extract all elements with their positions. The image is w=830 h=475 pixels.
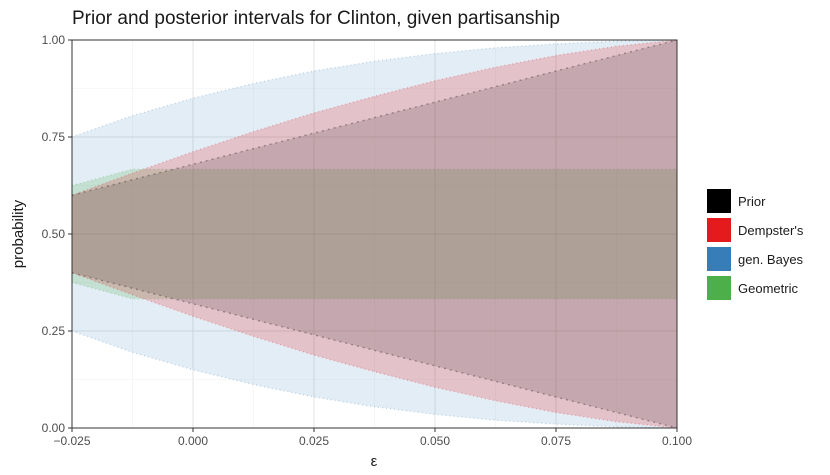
band-gen-bayes [72, 40, 677, 428]
y-axis-title: probability [10, 199, 27, 268]
legend-swatch-dempster-s [707, 218, 731, 242]
y-tick-label: 0.50 [42, 227, 66, 241]
x-tick-label: 0.050 [420, 434, 450, 448]
legend-swatch-prior [707, 189, 731, 213]
y-tick-label: 0.25 [42, 324, 66, 338]
legend-label-gen-bayes: gen. Bayes [738, 252, 804, 267]
band-prior-upper-edge [71, 39, 678, 196]
y-axis: 0.00 0.25 0.50 0.75 1.00 [42, 33, 72, 435]
band-gen-bayes-upper-edge [71, 39, 678, 138]
band-dempster-s-lower-edge [71, 272, 678, 429]
y-tick-label: 1.00 [42, 33, 66, 47]
band-prior-lower-edge [71, 272, 678, 429]
band-prior [72, 40, 677, 428]
chart-title: Prior and posterior intervals for Clinto… [72, 8, 560, 29]
band-geometric-lower-edge [71, 281, 677, 300]
y-tick-label: 0.75 [42, 130, 66, 144]
bands [71, 39, 678, 429]
x-axis: −0.025 0.000 0.025 0.050 0.075 0.100 [53, 428, 692, 448]
legend: Prior Dempster's gen. Bayes Geometric [707, 189, 804, 300]
legend-label-geometric: Geometric [738, 281, 798, 296]
y-tick-label: 0.00 [42, 421, 66, 435]
x-tick-label: 0.000 [178, 434, 208, 448]
band-gen-bayes-lower-edge [71, 330, 678, 429]
legend-swatch-geometric [707, 276, 731, 300]
band-geometric [72, 169, 677, 299]
x-axis-title: ε [371, 453, 378, 470]
x-tick-label: −0.025 [53, 434, 90, 448]
x-tick-label: 0.075 [541, 434, 571, 448]
x-tick-label: 0.100 [662, 434, 692, 448]
legend-label-dempster-s: Dempster's [738, 223, 804, 238]
legend-swatch-gen-bayes [707, 247, 731, 271]
band-dempster-s [72, 40, 677, 428]
x-tick-label: 0.025 [299, 434, 329, 448]
band-geometric-upper-edge [71, 168, 677, 187]
legend-label-prior: Prior [738, 194, 766, 209]
band-dempster-s-upper-edge [71, 39, 678, 196]
